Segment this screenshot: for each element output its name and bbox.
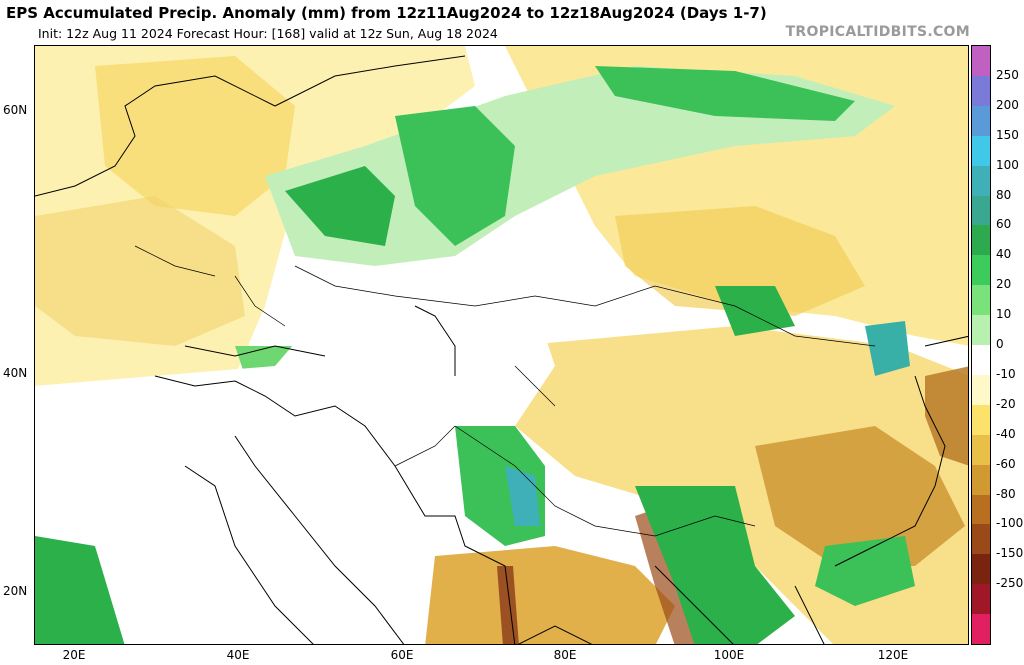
colorbar-segment — [972, 46, 990, 76]
colorbar-label: 60 — [996, 217, 1011, 231]
colorbar-segment — [972, 375, 990, 405]
colorbar-label: -80 — [996, 487, 1016, 501]
map-subtitle: Init: 12z Aug 11 2024 Forecast Hour: [16… — [38, 26, 498, 41]
lon-tick-60e: 60E — [391, 648, 414, 662]
colorbar-label: 40 — [996, 247, 1011, 261]
colorbar-segment — [972, 255, 990, 285]
colorbar-label: 100 — [996, 158, 1019, 172]
colorbar-segment — [972, 554, 990, 584]
dry-region-india — [425, 546, 675, 645]
lon-tick-40e: 40E — [227, 648, 250, 662]
lat-tick-20n: 20N — [3, 584, 27, 598]
colorbar-label: 0 — [996, 337, 1004, 351]
colorbar-label: 200 — [996, 98, 1019, 112]
colorbar-label: -10 — [996, 367, 1016, 381]
lat-tick-60n: 60N — [3, 103, 27, 117]
colorbar-label: -150 — [996, 546, 1023, 560]
colorbar-label: 150 — [996, 128, 1019, 142]
lon-tick-120e: 120E — [878, 648, 909, 662]
colorbar-segment — [972, 524, 990, 554]
lon-tick-20e: 20E — [63, 648, 86, 662]
colorbar-segment — [972, 166, 990, 196]
colorbar-segment — [972, 285, 990, 315]
colorbar-segment — [972, 465, 990, 495]
colorbar-segment — [972, 196, 990, 226]
map-title: EPS Accumulated Precip. Anomaly (mm) fro… — [6, 4, 767, 22]
colorbar-label: 80 — [996, 188, 1011, 202]
colorbar-segment — [972, 495, 990, 525]
colorbar-label: -100 — [996, 516, 1023, 530]
precip-anomaly-map — [34, 45, 969, 645]
colorbar-label: 20 — [996, 277, 1011, 291]
colorbar-segment — [972, 225, 990, 255]
lon-tick-80e: 80E — [554, 648, 577, 662]
colorbar-segment — [972, 584, 990, 614]
colorbar-segment — [972, 345, 990, 375]
colorbar-label: -60 — [996, 457, 1016, 471]
colorbar-segment — [972, 76, 990, 106]
colorbar-label: 250 — [996, 68, 1019, 82]
colorbar-segment — [972, 614, 990, 644]
lat-tick-40n: 40N — [3, 366, 27, 380]
colorbar — [971, 45, 991, 645]
colorbar-segment — [972, 136, 990, 166]
brand-watermark: TROPICALTIDBITS.COM — [786, 24, 970, 40]
colorbar-label: -40 — [996, 427, 1016, 441]
colorbar-label: -20 — [996, 397, 1016, 411]
colorbar-segment — [972, 405, 990, 435]
lon-tick-100e: 100E — [714, 648, 745, 662]
colorbar-label: 10 — [996, 307, 1011, 321]
colorbar-label: -250 — [996, 576, 1023, 590]
map-canvas — [35, 46, 969, 645]
colorbar-segment — [972, 106, 990, 136]
colorbar-segment — [972, 315, 990, 345]
colorbar-segment — [972, 435, 990, 465]
